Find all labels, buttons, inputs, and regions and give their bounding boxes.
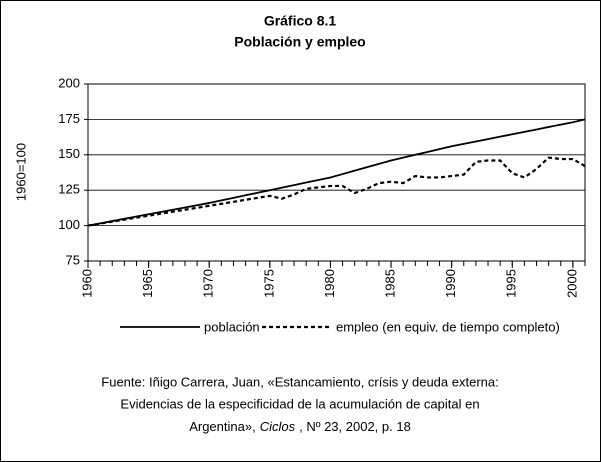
- source-line: Argentina», Ciclos, Nº 23, 2002, p. 18: [189, 419, 411, 434]
- source-journal: Ciclos: [260, 419, 296, 434]
- chart-title: Gráfico 8.1: [264, 13, 337, 29]
- line-series: [87, 118, 586, 227]
- y-tick-label: 150: [58, 146, 80, 161]
- y-tick-label: 75: [66, 252, 80, 267]
- plot-area: [87, 83, 586, 262]
- source-text: , Nº 23, 2002, p. 18: [299, 419, 411, 434]
- source-text: Argentina»,: [189, 419, 256, 434]
- chart-subtitle: Población y empleo: [234, 34, 365, 50]
- x-tick-label: 1965: [140, 269, 155, 298]
- x-tick-label: 1970: [201, 269, 216, 298]
- x-tick-label: 2000: [564, 269, 579, 298]
- x-tick-label: 1975: [261, 269, 276, 298]
- y-tick-label: 125: [58, 182, 80, 197]
- y-axis-label: 1960=100: [13, 143, 28, 201]
- source-line: Fuente: Iñigo Carrera, Juan, «Estancamie…: [101, 374, 498, 389]
- x-tick-label: 1960: [79, 269, 94, 298]
- y-tick-label: 100: [58, 217, 80, 232]
- legend-label: empleo (en equiv. de tiempo completo): [336, 319, 560, 334]
- x-tick-label: 1985: [382, 269, 397, 298]
- x-tick-label: 1995: [504, 269, 519, 298]
- x-tick-label: 1980: [322, 269, 337, 298]
- legend-label: población: [204, 319, 260, 334]
- source-line: Evidencias de la especificidad de la acu…: [120, 396, 479, 411]
- x-tick-label: 1990: [443, 269, 458, 298]
- line-series: [87, 156, 586, 227]
- y-tick-label: 175: [58, 111, 80, 126]
- y-tick-label: 200: [58, 75, 80, 90]
